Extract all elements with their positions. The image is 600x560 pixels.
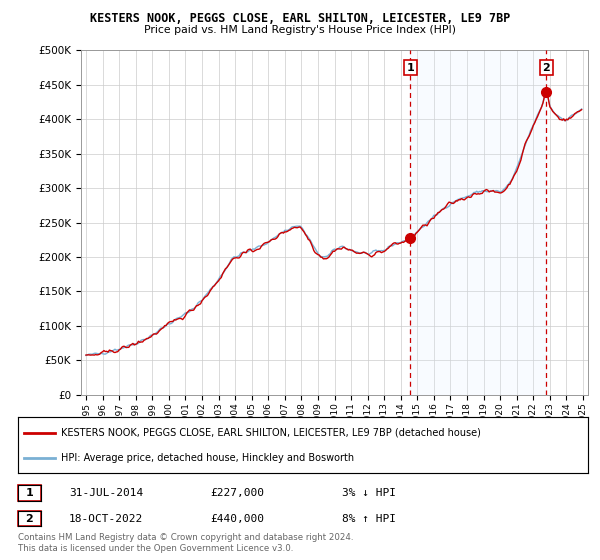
Text: 1: 1 bbox=[26, 488, 33, 498]
Text: Contains HM Land Registry data © Crown copyright and database right 2024.
This d: Contains HM Land Registry data © Crown c… bbox=[18, 533, 353, 553]
Text: 2: 2 bbox=[26, 514, 33, 524]
Text: 31-JUL-2014: 31-JUL-2014 bbox=[69, 488, 143, 498]
Text: 2: 2 bbox=[542, 63, 550, 73]
Text: KESTERS NOOK, PEGGS CLOSE, EARL SHILTON, LEICESTER, LE9 7BP: KESTERS NOOK, PEGGS CLOSE, EARL SHILTON,… bbox=[90, 12, 510, 25]
Text: KESTERS NOOK, PEGGS CLOSE, EARL SHILTON, LEICESTER, LE9 7BP (detached house): KESTERS NOOK, PEGGS CLOSE, EARL SHILTON,… bbox=[61, 428, 481, 438]
Text: HPI: Average price, detached house, Hinckley and Bosworth: HPI: Average price, detached house, Hinc… bbox=[61, 452, 354, 463]
Text: £227,000: £227,000 bbox=[210, 488, 264, 498]
Text: 8% ↑ HPI: 8% ↑ HPI bbox=[342, 514, 396, 524]
Text: 3% ↓ HPI: 3% ↓ HPI bbox=[342, 488, 396, 498]
Text: £440,000: £440,000 bbox=[210, 514, 264, 524]
Text: 18-OCT-2022: 18-OCT-2022 bbox=[69, 514, 143, 524]
Text: Price paid vs. HM Land Registry's House Price Index (HPI): Price paid vs. HM Land Registry's House … bbox=[144, 25, 456, 35]
Text: 1: 1 bbox=[407, 63, 415, 73]
Bar bbox=[410, 50, 547, 395]
